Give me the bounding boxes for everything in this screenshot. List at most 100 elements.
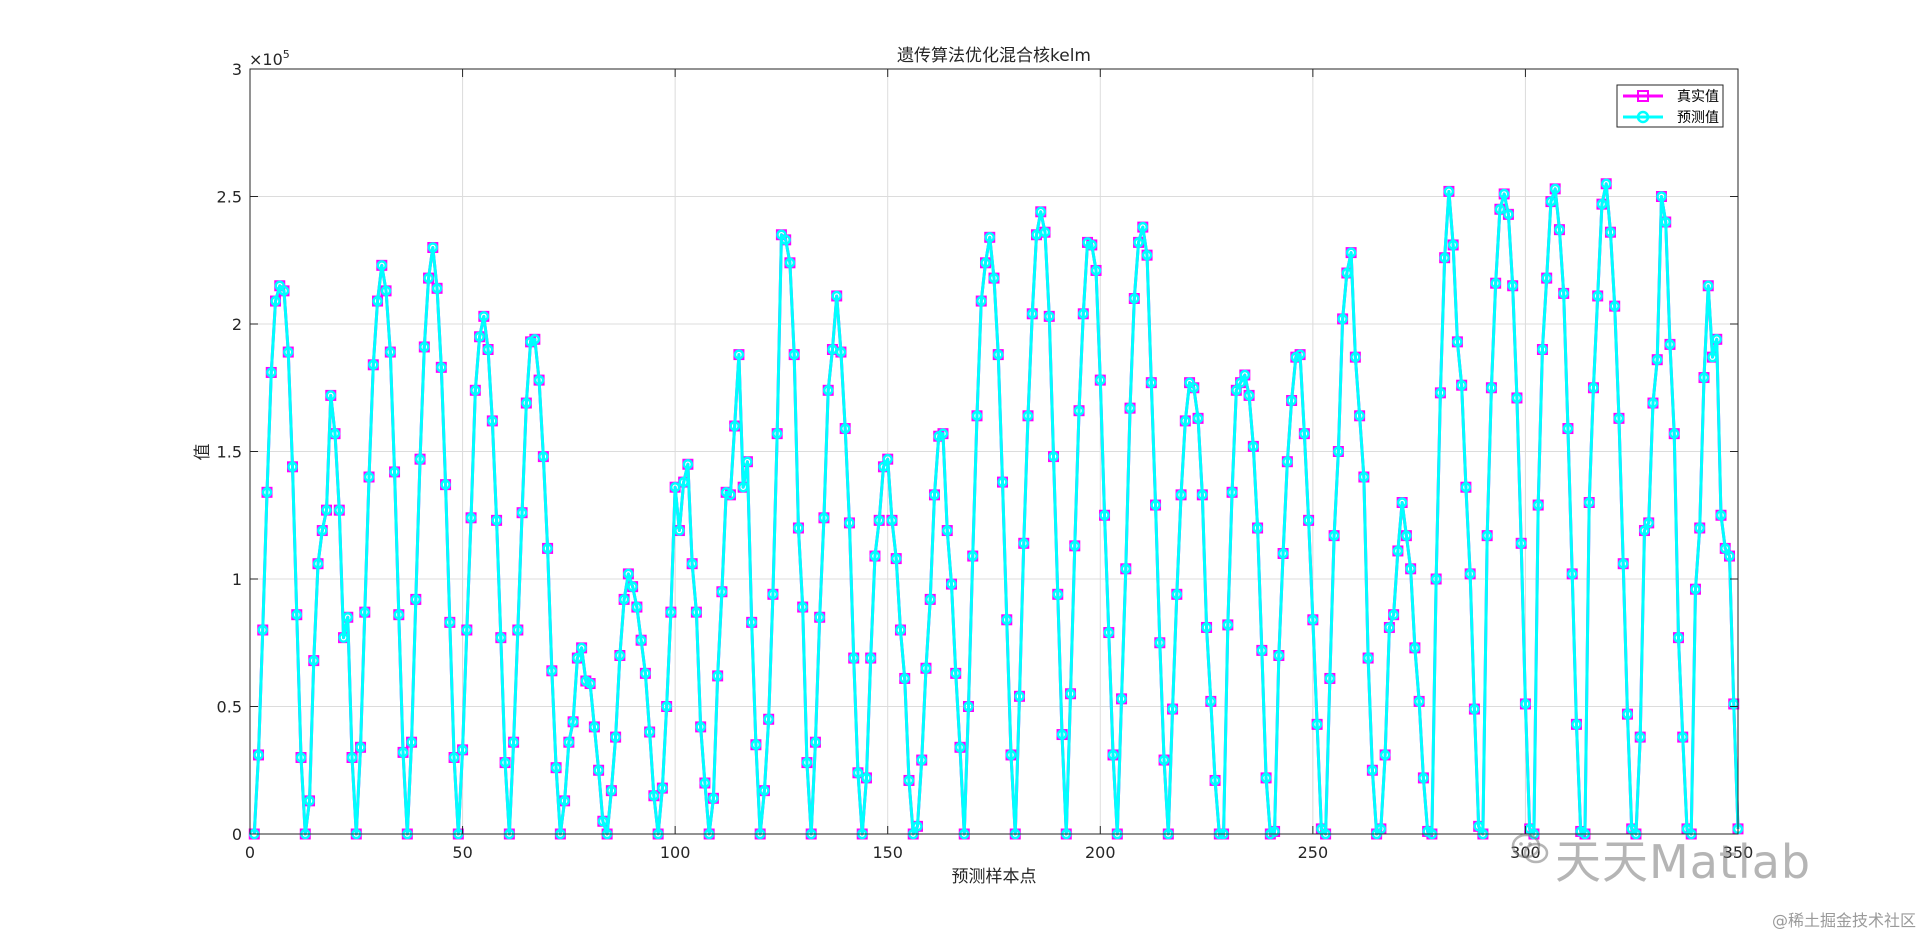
predicted-value-marker: [1588, 382, 1599, 393]
predicted-value-marker: [593, 765, 604, 776]
predicted-value-marker: [397, 747, 409, 758]
predicted-value-marker: [810, 736, 821, 748]
predicted-value-marker: [1197, 489, 1208, 501]
predicted-value-marker: [1609, 300, 1620, 312]
x-tick-label: 350: [1723, 843, 1754, 862]
predicted-value-marker: [470, 385, 481, 396]
predicted-value-marker: [839, 423, 851, 434]
predicted-value-marker: [372, 295, 383, 307]
predicted-value-marker: [678, 476, 689, 488]
predicted-value-marker: [359, 606, 371, 618]
predicted-value-marker: [1158, 754, 1170, 766]
predicted-value-marker: [1664, 339, 1676, 350]
predicted-value-marker: [848, 652, 859, 664]
predicted-value-marker: [1596, 198, 1608, 210]
predicted-value-marker: [912, 821, 923, 832]
predicted-value-marker: [686, 558, 698, 569]
predicted-value-marker: [1350, 351, 1361, 363]
predicted-value-marker: [733, 349, 745, 360]
predicted-value-marker: [1724, 550, 1735, 562]
predicted-value-marker: [865, 652, 876, 664]
predicted-value-marker: [423, 272, 434, 284]
predicted-value-marker: [1239, 369, 1251, 381]
predicted-value-marker: [1711, 334, 1722, 345]
predicted-value-marker: [1690, 583, 1701, 595]
predicted-value-marker: [419, 341, 430, 353]
predicted-value-marker: [920, 663, 932, 674]
predicted-value-marker: [1226, 487, 1238, 498]
y-exponent-power: 5: [283, 48, 290, 61]
predicted-value-marker: [1443, 186, 1455, 197]
predicted-value-marker: [1201, 622, 1212, 633]
y-axis-label: 值: [193, 444, 213, 461]
predicted-value-marker: [1473, 821, 1484, 832]
predicted-value-marker: [1341, 267, 1353, 279]
predicted-value-marker: [266, 367, 277, 378]
predicted-value-marker: [1707, 351, 1718, 363]
predicted-value-marker: [750, 739, 762, 750]
predicted-value-marker: [355, 742, 366, 753]
predicted-value-marker: [1299, 428, 1310, 439]
predicted-value-marker: [1409, 642, 1421, 654]
predicted-value-marker: [1456, 379, 1467, 391]
y-tick-label: 0: [232, 825, 242, 844]
predicted-value-marker: [669, 481, 681, 493]
watermark-text: 天天Matlab: [1555, 835, 1812, 889]
predicted-value-marker: [929, 489, 940, 501]
predicted-value-marker: [1073, 405, 1085, 416]
predicted-value-marker: [716, 586, 728, 597]
predicted-value-marker: [886, 515, 898, 526]
predicted-value-marker: [1052, 589, 1064, 600]
predicted-value-marker: [1188, 382, 1200, 393]
predicted-value-marker: [941, 525, 953, 536]
predicted-value-marker: [1095, 374, 1106, 386]
predicted-value-marker: [1171, 589, 1183, 600]
predicted-value-marker: [1282, 456, 1293, 467]
predicted-value-marker: [1248, 441, 1259, 452]
predicted-value-marker: [563, 736, 575, 748]
predicted-value-marker: [1605, 226, 1616, 238]
predicted-value-marker: [1307, 614, 1319, 626]
predicted-value-marker: [1469, 703, 1480, 715]
predicted-value-marker: [967, 550, 978, 562]
predicted-value-marker: [325, 390, 337, 401]
predicted-value-marker: [1511, 392, 1523, 404]
predicted-value-marker: [312, 558, 324, 569]
legend-box: [1616, 84, 1724, 128]
predicted-value-marker: [873, 515, 885, 526]
predicted-value-marker: [861, 772, 872, 784]
predicted-value-marker: [529, 334, 541, 345]
predicted-value-marker: [869, 550, 881, 562]
predicted-value-marker: [444, 617, 456, 628]
predicted-value-marker: [1554, 224, 1565, 235]
predicted-value-marker: [304, 795, 315, 807]
predicted-value-marker: [1439, 252, 1450, 263]
predicted-value-marker: [1209, 775, 1221, 786]
predicted-value-marker: [1379, 749, 1391, 761]
predicted-value-marker: [631, 601, 643, 613]
predicted-value-marker: [1396, 497, 1408, 508]
legend-label: 真实值: [1677, 89, 1719, 105]
predicted-value-marker: [1243, 390, 1255, 401]
predicted-value-marker: [831, 290, 842, 302]
predicted-value-marker: [988, 272, 1000, 284]
predicted-value-marker: [380, 285, 392, 297]
predicted-value-marker: [1018, 538, 1030, 549]
predicted-value-marker: [1256, 645, 1268, 656]
predicted-value-marker: [895, 624, 906, 636]
predicted-value-marker: [1154, 637, 1166, 648]
predicted-value-marker: [1222, 619, 1234, 631]
y-tick-label: 0.5: [217, 698, 242, 717]
predicted-value-marker: [567, 716, 579, 728]
predicted-value-marker: [674, 525, 685, 536]
predicted-value-marker: [1273, 650, 1285, 661]
predicted-value-marker: [1056, 729, 1068, 740]
predicted-value-marker: [1622, 708, 1633, 720]
predicted-value-marker: [1044, 311, 1055, 322]
predicted-value-marker: [980, 257, 991, 269]
predicted-value-marker: [321, 504, 332, 516]
predicted-value-marker: [1065, 688, 1076, 699]
predicted-value-marker: [971, 410, 983, 422]
predicted-value-marker: [487, 415, 498, 427]
